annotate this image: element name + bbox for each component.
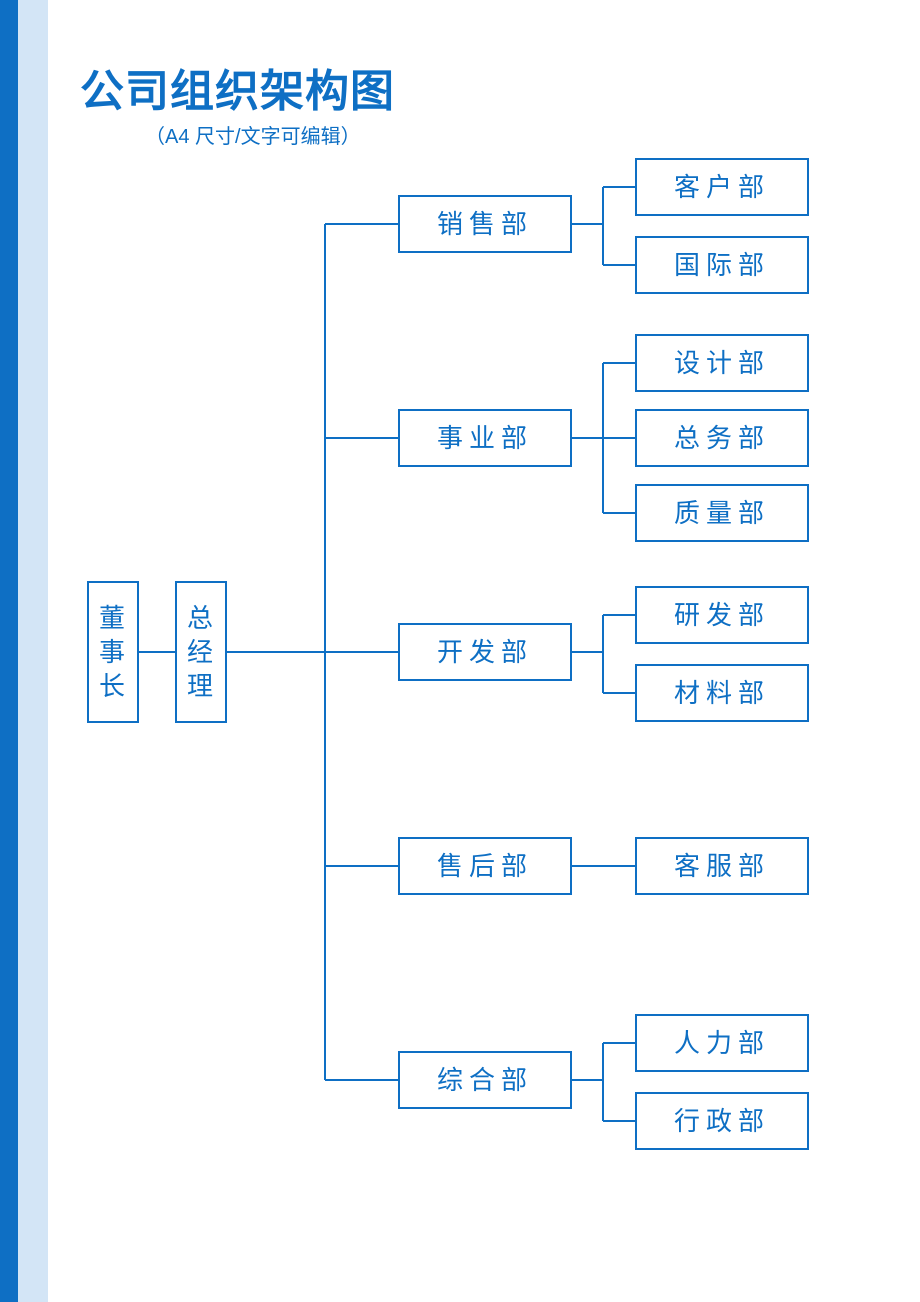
node-dept-0-label: 销售部: [437, 209, 533, 239]
node-sub-1-2-label: 质量部: [674, 498, 770, 528]
node-sub-0-1-label: 国际部: [674, 250, 770, 280]
node-dept-4-label: 综合部: [437, 1065, 533, 1095]
node-dept-3-label: 售后部: [437, 851, 533, 881]
node-chairman-label: 董事长: [99, 603, 127, 701]
org-chart: 董事长 总经理 销售部 客户部国际部事业部 设计部总务部质量部开发部 研发部材料部售后部 客…: [0, 0, 920, 1302]
node-sub-3-0-label: 客服部: [674, 851, 770, 881]
node-sub-4-1-label: 行政部: [674, 1106, 770, 1136]
node-sub-2-1-label: 材料部: [674, 678, 770, 708]
node-sub-4-0-label: 人力部: [674, 1028, 770, 1058]
node-sub-1-1-label: 总务部: [674, 423, 770, 453]
node-dept-1-label: 事业部: [437, 423, 533, 453]
node-sub-1-0-label: 设计部: [674, 348, 770, 378]
node-dept-2-label: 开发部: [437, 637, 533, 667]
node-gm-label: 总经理: [187, 603, 215, 701]
node-sub-0-0-label: 客户部: [674, 172, 770, 202]
node-sub-2-0-label: 研发部: [674, 600, 770, 630]
